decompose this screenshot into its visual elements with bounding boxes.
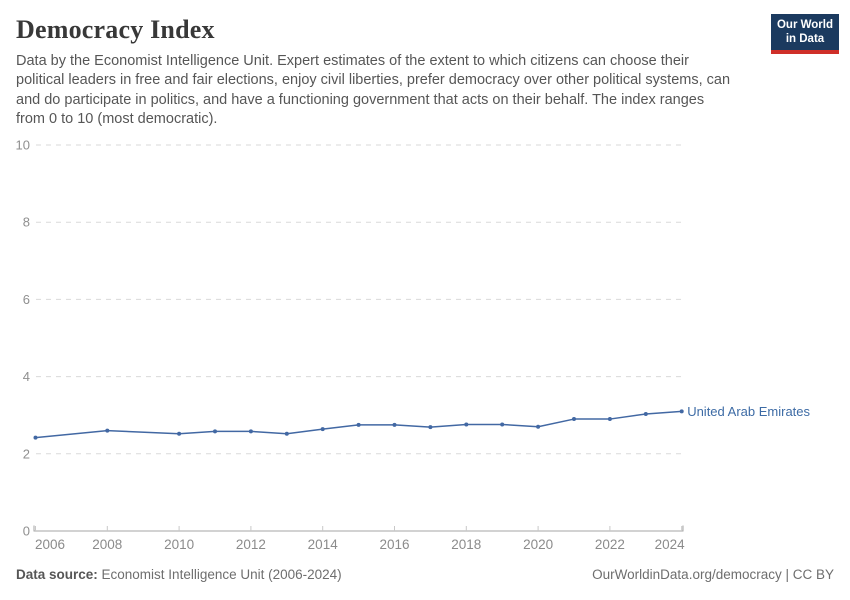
- x-axis-tick-label: 2006: [35, 537, 65, 552]
- chart-subtitle: Data by the Economist Intelligence Unit.…: [16, 52, 776, 129]
- owid-logo-line2: in Data: [785, 32, 825, 45]
- x-axis-tick-label: 2016: [379, 537, 409, 552]
- owid-logo-red-bar: [771, 50, 839, 54]
- data-point[interactable]: [320, 427, 325, 432]
- data-point[interactable]: [177, 431, 182, 436]
- data-point[interactable]: [392, 422, 397, 427]
- data-point[interactable]: [679, 409, 684, 414]
- owid-credit-link[interactable]: OurWorldinData.org/democracy | CC BY: [592, 567, 834, 582]
- data-point[interactable]: [356, 422, 361, 427]
- subtitle-line: and do participate in politics, and have…: [16, 91, 705, 108]
- data-point[interactable]: [105, 428, 110, 433]
- y-axis-tick-label: 0: [23, 524, 30, 539]
- series-end-label: United Arab Emirates: [687, 404, 810, 419]
- data-point[interactable]: [572, 417, 576, 422]
- subtitle-line: Data by the Economist Intelligence Unit.…: [16, 53, 689, 69]
- data-point[interactable]: [428, 425, 433, 430]
- owid-logo-text: Our World in Data: [771, 14, 839, 50]
- owid-logo[interactable]: Our World in Data: [771, 14, 839, 54]
- x-axis-tick-label: 2020: [523, 537, 553, 552]
- chart-footer: Data source: Economist Intelligence Unit…: [16, 567, 834, 582]
- page-title: Democracy Index: [16, 15, 215, 44]
- x-axis-tick-label: 2024: [655, 537, 686, 552]
- data-point[interactable]: [284, 431, 289, 436]
- data-source-label: Data source:: [16, 567, 98, 582]
- subtitle-line: political leaders in free and fair elect…: [16, 72, 731, 89]
- subtitle-line: from 0 to 10 (most democratic).: [16, 110, 218, 127]
- data-point[interactable]: [536, 424, 541, 429]
- data-point[interactable]: [33, 435, 38, 440]
- y-axis-tick-label: 6: [23, 292, 30, 307]
- data-source-value: Economist Intelligence Unit (2006-2024): [97, 567, 342, 582]
- data-point[interactable]: [643, 412, 648, 417]
- x-axis-tick-label: 2008: [92, 537, 122, 552]
- y-axis-tick-label: 8: [23, 215, 30, 230]
- x-axis-tick-label: 2012: [236, 537, 266, 552]
- data-point[interactable]: [248, 429, 253, 434]
- x-axis-tick-label: 2018: [451, 537, 481, 552]
- x-axis-tick-label: 2010: [164, 537, 194, 552]
- data-point[interactable]: [464, 422, 469, 427]
- y-axis-tick-label: 2: [23, 446, 30, 461]
- y-axis-tick-label: 4: [23, 369, 30, 384]
- y-axis-tick-label: 10: [16, 138, 30, 153]
- data-point[interactable]: [213, 429, 217, 434]
- data-point[interactable]: [607, 417, 612, 422]
- data-source-note: Data source: Economist Intelligence Unit…: [16, 567, 342, 582]
- x-axis-tick-label: 2014: [308, 537, 339, 552]
- data-point[interactable]: [500, 422, 505, 427]
- x-axis-tick-label: 2022: [595, 537, 625, 552]
- owid-logo-line1: Our World: [776, 19, 833, 31]
